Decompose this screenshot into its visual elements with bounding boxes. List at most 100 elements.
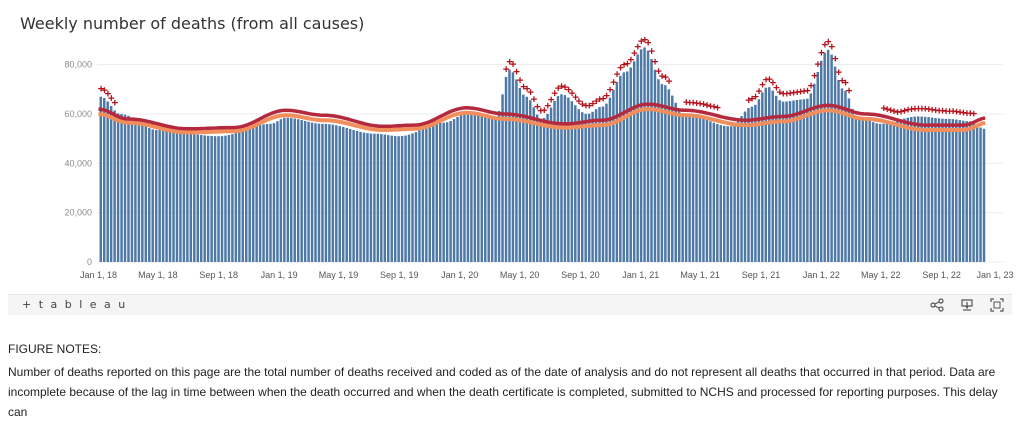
y-tick-label: 0 <box>87 257 92 267</box>
weekly-death-bar <box>788 101 792 262</box>
figure-notes-text: Number of deaths reported on this page a… <box>8 365 998 419</box>
weekly-death-bar <box>861 117 865 262</box>
weekly-death-bar <box>234 133 238 262</box>
weekly-death-bar <box>830 54 833 262</box>
weekly-death-bar <box>691 114 695 262</box>
weekly-death-bar <box>941 118 944 263</box>
weekly-death-bar <box>920 116 923 262</box>
weekly-death-bar <box>816 71 819 262</box>
above-threshold-marker: + <box>551 86 558 99</box>
weekly-death-bar <box>515 79 518 262</box>
x-tick-label: Sep 1, 21 <box>742 270 781 280</box>
above-threshold-marker: + <box>950 105 957 118</box>
above-threshold-marker: + <box>628 53 635 66</box>
weekly-death-bar <box>276 121 279 262</box>
weekly-death-bar <box>657 79 660 262</box>
x-tick-label: Jan 1, 22 <box>803 270 840 280</box>
above-threshold-marker: + <box>794 85 801 98</box>
weekly-death-bar <box>889 122 892 262</box>
weekly-death-bar <box>148 128 151 262</box>
weekly-death-bar <box>473 114 477 263</box>
above-threshold-marker: + <box>586 99 593 112</box>
weekly-death-bar <box>743 111 747 262</box>
weekly-death-bar <box>272 123 276 263</box>
weekly-death-bar <box>605 103 608 262</box>
weekly-death-bar <box>504 76 508 262</box>
weekly-death-bar <box>116 113 120 262</box>
above-threshold-marker: + <box>593 95 600 108</box>
weekly-death-bar <box>826 49 830 263</box>
above-threshold-marker: + <box>503 62 510 75</box>
weekly-death-bar <box>258 125 262 262</box>
weekly-death-bar <box>719 125 723 262</box>
above-threshold-marker: + <box>842 76 849 89</box>
weekly-death-bar <box>245 129 248 262</box>
weekly-death-bar <box>955 119 958 262</box>
weekly-death-bar <box>899 119 903 262</box>
above-threshold-marker: + <box>555 82 562 95</box>
above-threshold-marker: + <box>839 74 846 87</box>
weekly-death-bar <box>480 115 484 262</box>
above-threshold-marker: + <box>891 104 898 117</box>
weekly-death-bar <box>854 115 858 263</box>
weekly-death-bar <box>421 128 425 262</box>
weekly-death-bar <box>626 71 629 263</box>
weekly-death-bar <box>529 100 532 262</box>
weekly-death-bar <box>335 125 338 262</box>
weekly-death-bar <box>785 101 788 263</box>
weekly-death-bar <box>896 120 899 263</box>
weekly-death-bar <box>809 93 813 263</box>
weekly-death-bar <box>958 120 962 262</box>
weekly-death-bar <box>404 135 407 262</box>
above-threshold-marker: + <box>506 55 513 68</box>
above-threshold-marker: + <box>683 96 690 109</box>
x-tick-label: Sep 1, 19 <box>380 270 419 280</box>
x-tick-label: May 1, 20 <box>500 270 540 280</box>
above-threshold-marker: + <box>776 86 783 99</box>
weekly-death-bar <box>653 69 657 262</box>
download-icon[interactable] <box>960 298 974 312</box>
above-threshold-marker: + <box>621 58 628 71</box>
weekly-death-bar <box>376 133 380 262</box>
above-threshold-marker: + <box>610 75 617 88</box>
y-tick-label: 80,000 <box>64 60 92 70</box>
weekly-death-bar <box>972 121 975 262</box>
weekly-death-bar <box>757 99 761 263</box>
weekly-death-bar <box>750 106 754 263</box>
weekly-death-bar <box>213 136 217 262</box>
weekly-death-bar <box>418 130 421 262</box>
weekly-death-bar <box>231 134 234 262</box>
above-threshold-marker: + <box>527 86 534 99</box>
weekly-death-bar <box>251 126 255 262</box>
x-tick-label: Jan 1, 23 <box>976 270 1013 280</box>
weekly-death-bar <box>982 128 986 262</box>
weekly-death-bar <box>445 122 449 262</box>
above-threshold-marker: + <box>787 87 794 100</box>
above-threshold-marker: + <box>773 81 780 94</box>
weekly-death-bar <box>296 119 300 263</box>
above-threshold-marker: + <box>759 78 766 91</box>
weekly-death-bar <box>754 104 757 262</box>
weekly-death-bar <box>965 121 968 262</box>
tableau-logo[interactable]: + t a b l e a u <box>22 298 128 311</box>
weekly-death-bar <box>345 127 348 263</box>
weekly-death-bar <box>646 50 650 262</box>
weekly-death-bar <box>238 131 241 262</box>
weekly-death-bar <box>373 133 376 262</box>
weekly-death-bar <box>643 47 646 263</box>
weekly-death-bar <box>279 119 283 263</box>
x-tick-label: Jan 1, 21 <box>622 270 659 280</box>
weekly-death-bar <box>428 125 432 262</box>
weekly-death-bar <box>948 118 951 262</box>
above-threshold-marker: + <box>932 103 939 116</box>
x-tick-label: Jan 1, 19 <box>261 270 298 280</box>
above-threshold-marker: + <box>510 58 517 71</box>
weekly-death-bar <box>123 114 127 262</box>
fullscreen-icon[interactable] <box>990 298 1004 312</box>
weekly-death-bar <box>546 113 549 262</box>
share-icon[interactable] <box>930 298 944 312</box>
above-threshold-marker: + <box>915 102 922 115</box>
above-threshold-marker: + <box>783 87 790 100</box>
weekly-death-bar <box>286 117 290 263</box>
weekly-death-bar <box>930 117 934 262</box>
